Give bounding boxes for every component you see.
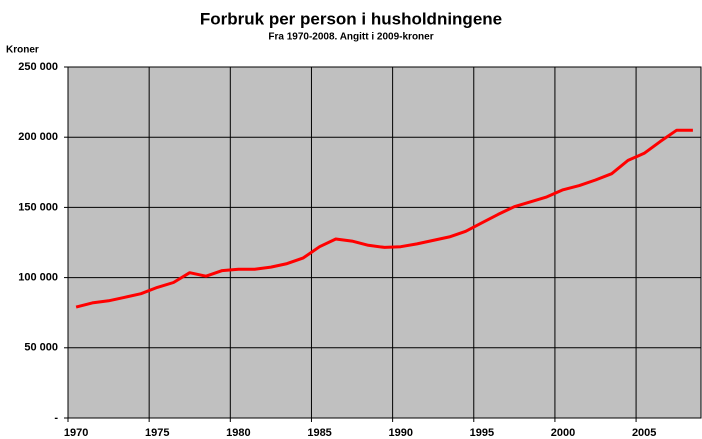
y-tick-label: 200 000 [18, 131, 58, 143]
chart-subtitle: Fra 1970-2008. Angitt i 2009-kroner [268, 32, 433, 43]
y-axis-label: Kroner [6, 45, 39, 56]
x-tick-label: 1970 [64, 427, 88, 439]
y-tick-label: - [54, 412, 58, 424]
x-tick-label: 2000 [551, 427, 575, 439]
x-tick-label: 1995 [470, 427, 494, 439]
plot-area [67, 66, 702, 419]
x-tick-label: 1985 [307, 427, 331, 439]
y-tick-label: 150 000 [18, 201, 58, 213]
y-tick-label: 100 000 [18, 272, 58, 284]
x-tick-label: 1975 [145, 427, 169, 439]
y-tick-label: 250 000 [18, 61, 58, 73]
x-tick-label: 1980 [226, 427, 250, 439]
data-line [75, 128, 693, 309]
x-tick-label: 1990 [388, 427, 412, 439]
x-tick-label: 2005 [632, 427, 656, 439]
chart-title: Forbruk per person i husholdningene [200, 9, 502, 28]
y-tick-label: 50 000 [24, 342, 58, 354]
